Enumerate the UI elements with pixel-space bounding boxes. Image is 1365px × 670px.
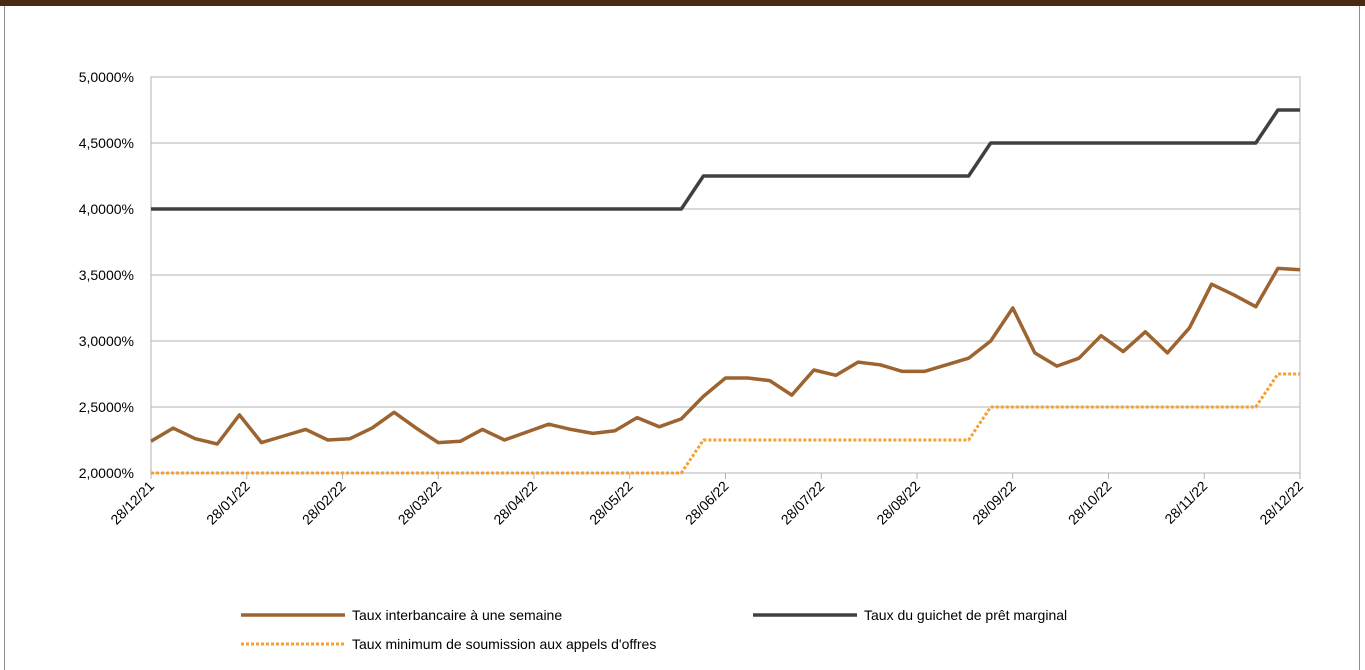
- legend-label-0: Taux interbancaire à une semaine: [352, 607, 562, 623]
- legend-label-1: Taux du guichet de prêt marginal: [864, 607, 1067, 623]
- legend-label-2: Taux minimum de soumission aux appels d'…: [352, 636, 656, 652]
- y-tick-label: 3,5000%: [79, 267, 134, 283]
- series-line-0: [150, 266, 1301, 446]
- x-axis-tick-labels: 28/12/21 28/01/22 28/02/22 28/03/22 28/04/22…: [107, 478, 1306, 528]
- y-tick-label: 4,0000%: [79, 201, 134, 217]
- chart-frame: [4, 6, 1360, 670]
- series-line-1: [151, 108, 1300, 211]
- x-tick-label: 28/05/22: [586, 478, 636, 528]
- x-tick-label: 28/12/22: [1256, 478, 1306, 528]
- x-tick-label: 28/09/22: [969, 478, 1019, 528]
- x-tick-label: 28/02/22: [299, 478, 349, 528]
- x-tick-label: 28/08/22: [873, 478, 923, 528]
- y-tick-label: 5,0000%: [79, 69, 134, 85]
- x-tick-label: 28/10/22: [1065, 478, 1115, 528]
- y-tick-label: 3,0000%: [79, 333, 134, 349]
- x-tick-label: 28/01/22: [203, 478, 253, 528]
- y-axis-tick-labels: 2,0000% 2,5000% 3,0000% 3,5000% 4,0000% 4,500…: [79, 69, 134, 481]
- y-tick-label: 2,0000%: [79, 465, 134, 481]
- series-line-2: [151, 372, 1300, 475]
- y-tick-label: 4,5000%: [79, 135, 134, 151]
- top-border-bar: [0, 0, 1365, 6]
- x-tick-label: 28/04/22: [490, 478, 540, 528]
- y-tick-label: 2,5000%: [79, 399, 134, 415]
- axes: [150, 76, 1301, 479]
- x-tick-label: 28/07/22: [778, 478, 828, 528]
- x-tick-label: 28/12/21: [107, 478, 157, 528]
- x-tick-label: 28/11/22: [1161, 478, 1210, 527]
- gridlines: [151, 76, 1300, 474]
- x-tick-label: 28/06/22: [682, 478, 732, 528]
- legend: Taux interbancaire à une semaine Taux du …: [241, 607, 1067, 652]
- series-lines: [150, 108, 1301, 475]
- x-tick-label: 28/03/22: [395, 478, 445, 528]
